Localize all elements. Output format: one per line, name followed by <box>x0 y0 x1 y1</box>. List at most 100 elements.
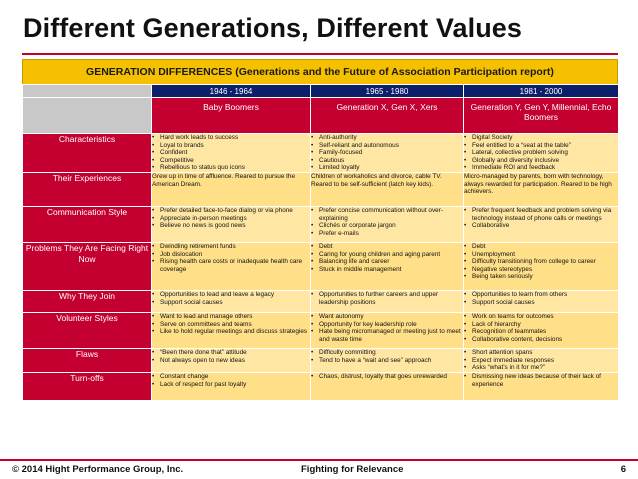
row-header: Communication Style <box>22 205 152 243</box>
bullet-list: Prefer detailed face-to-face dialog or v… <box>152 207 310 230</box>
cell-gen-x: Opportunities to further careers and upp… <box>310 289 464 313</box>
row-header: Flaws <box>22 347 152 373</box>
bullet-list: Difficulty committingTend to have a “wai… <box>311 349 463 364</box>
bullet-list: DebtCaring for young children and aging … <box>311 243 463 273</box>
cell-gen-y: Short attention spansExpect immediate re… <box>463 347 619 373</box>
list-item: Self-reliant and autonomous <box>311 142 463 150</box>
cell-gen-x: Want autonomyOpportunity for key leaders… <box>310 311 464 349</box>
list-item: Balancing life and career <box>311 258 463 266</box>
list-item: Recognition of teammates <box>464 328 618 336</box>
cell-baby-boomers: Constant changeLack of respect for past … <box>151 371 311 401</box>
row-header: Characteristics <box>22 133 152 173</box>
bullet-list: Opportunities to further careers and upp… <box>311 291 463 306</box>
list-item: Limited loyalty <box>311 164 463 172</box>
footer-copyright: © 2014 Hight Performance Group, Inc. <box>12 464 184 475</box>
list-item: Lack of hierarchy <box>464 321 618 329</box>
list-item: Debt <box>464 243 618 251</box>
list-item: Like to hold regular meetings and discus… <box>152 328 310 336</box>
cell-gen-y: Opportunities to learn from othersSuppor… <box>463 289 619 313</box>
list-item: Opportunities to lead and leave a legacy <box>152 291 310 299</box>
list-item: Difficulty committing <box>311 349 463 357</box>
list-item: Serve on committees and teams <box>152 321 310 329</box>
list-item: Immediate ROI and feedback <box>464 164 618 172</box>
title-divider <box>22 53 618 55</box>
bullet-list: Work on teams for outcomesLack of hierar… <box>464 313 618 343</box>
bullet-list: Want to lead and manage othersServe on c… <box>152 313 310 336</box>
generations-table: 1946 - 1964 1965 - 1980 1981 - 2000 Baby… <box>22 84 619 401</box>
list-item: Collaborative content, decisions <box>464 336 618 344</box>
list-item: Cautious <box>311 157 463 165</box>
names-header-blank <box>22 97 152 134</box>
cell-baby-boomers: Opportunities to lead and leave a legacy… <box>151 289 311 313</box>
years-baby-boomers: 1946 - 1964 <box>151 84 311 98</box>
list-item: Asks “what’s in it for me?” <box>464 364 618 372</box>
bullet-list: Dismissing new ideas because of their la… <box>464 373 618 388</box>
bullet-list: Anti-authoritySelf-reliant and autonomou… <box>311 134 463 172</box>
list-item: Globally and diversity inclusive <box>464 157 618 165</box>
row-header: Their Experiences <box>22 171 152 207</box>
list-item: Clichés or corporate jargon <box>311 222 463 230</box>
years-header-blank <box>22 84 152 98</box>
list-item: Want autonomy <box>311 313 463 321</box>
name-gen-x: Generation X, Gen X, Xers <box>310 97 464 134</box>
table-row: Problems They Are Facing Right NowDwindl… <box>22 241 619 291</box>
list-item: Prefer detailed face-to-face dialog or v… <box>152 207 310 215</box>
list-item: Dwindling retirement funds <box>152 243 310 251</box>
list-item: Not always open to new ideas <box>152 357 310 365</box>
cell-text: Children of workaholics and divorce, cab… <box>311 172 442 188</box>
table-row: Communication StylePrefer detailed face-… <box>22 205 619 243</box>
list-item: Prefer concise communication without ove… <box>311 207 463 222</box>
table-row: Turn-offsConstant changeLack of respect … <box>22 371 619 401</box>
list-item: Confident <box>152 149 310 157</box>
cell-gen-x: Difficulty committingTend to have a “wai… <box>310 347 464 373</box>
table-row: Their Experiences Grew up in time of affl… <box>22 171 619 207</box>
row-header: Problems They Are Facing Right Now <box>22 241 152 291</box>
table-row: CharacteristicsHard work leads to succes… <box>22 133 619 173</box>
slide-title: Different Generations, Different Values <box>23 13 523 43</box>
row-header: Why They Join <box>22 289 152 313</box>
table-row: Flaws“Been there done that” attitudeNot … <box>22 347 619 373</box>
list-item: Constant change <box>152 373 310 381</box>
cell-baby-boomers: Prefer detailed face-to-face dialog or v… <box>151 205 311 243</box>
list-item: Stuck in middle management <box>311 266 463 274</box>
bullet-list: Hard work leads to successLoyal to brand… <box>152 134 310 172</box>
cell-gen-x: DebtCaring for young children and aging … <box>310 241 464 291</box>
bullet-list: Opportunities to lead and leave a legacy… <box>152 291 310 306</box>
list-item: Family-focused <box>311 149 463 157</box>
table-row: Volunteer StylesWant to lead and manage … <box>22 311 619 349</box>
list-item: Chaos, distrust, loyalty that goes unrew… <box>311 373 463 381</box>
list-item: Opportunity for key leadership role <box>311 321 463 329</box>
list-item: Opportunities to learn from others <box>464 291 618 299</box>
list-item: Being taken seriously <box>464 273 618 281</box>
list-item: Collaborative <box>464 222 618 230</box>
cell-gen-y: Digital SocietyFeel entitled to a “seat … <box>463 133 619 173</box>
list-item: Lateral, collective problem solving <box>464 149 618 157</box>
list-item: Support social causes <box>464 299 618 307</box>
row-header: Volunteer Styles <box>22 311 152 349</box>
table-row: Why They JoinOpportunities to lead and l… <box>22 289 619 313</box>
list-item: Support social causes <box>152 299 310 307</box>
cell-gen-y: Micro-managed by parents, born with tech… <box>463 171 619 207</box>
list-item: Opportunities to further careers and upp… <box>311 291 463 306</box>
bullet-list: DebtUnemploymentDifficulty transitioning… <box>464 243 618 281</box>
list-item: Loyal to brands <box>152 142 310 150</box>
list-item: Expect immediate responses <box>464 357 618 365</box>
footer-divider <box>0 459 638 461</box>
years-header-row: 1946 - 1964 1965 - 1980 1981 - 2000 <box>22 84 619 98</box>
cell-gen-x: Children of workaholics and divorce, cab… <box>310 171 464 207</box>
cell-gen-y: DebtUnemploymentDifficulty transitioning… <box>463 241 619 291</box>
bullet-list: Short attention spansExpect immediate re… <box>464 349 618 372</box>
bullet-list: Prefer frequent feedback and problem sol… <box>464 207 618 230</box>
bullet-list: Opportunities to learn from othersSuppor… <box>464 291 618 306</box>
cell-gen-y: Work on teams for outcomesLack of hierar… <box>463 311 619 349</box>
list-item: Work on teams for outcomes <box>464 313 618 321</box>
names-header-row: Baby Boomers Generation X, Gen X, Xers G… <box>22 97 619 134</box>
cell-baby-boomers: “Been there done that” attitudeNot alway… <box>151 347 311 373</box>
list-item: Feel entitled to a “seat at the table” <box>464 142 618 150</box>
list-item: Anti-authority <box>311 134 463 142</box>
list-item: Rising health care costs or inadequate h… <box>152 258 310 273</box>
list-item: Negative stereotypes <box>464 266 618 274</box>
list-item: Digital Society <box>464 134 618 142</box>
row-header: Turn-offs <box>22 371 152 401</box>
cell-gen-x: Chaos, distrust, loyalty that goes unrew… <box>310 371 464 401</box>
